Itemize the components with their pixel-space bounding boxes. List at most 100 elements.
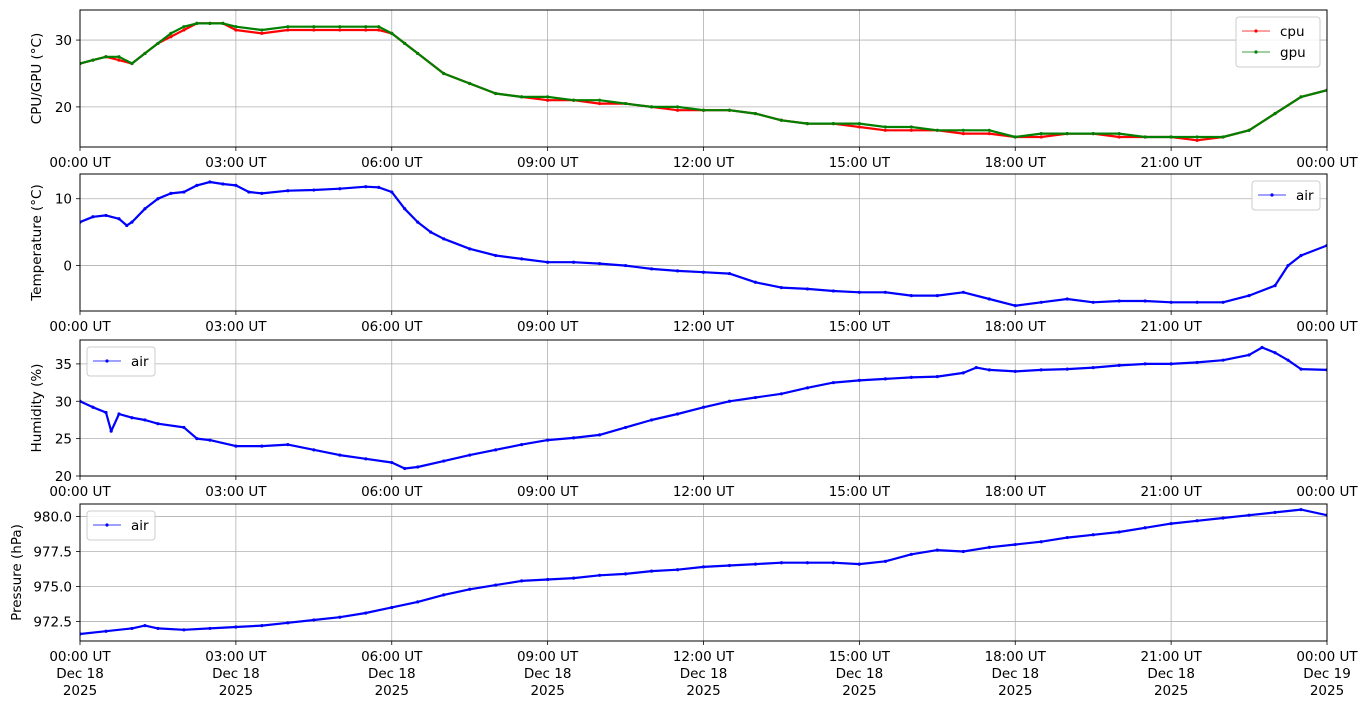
data-point-air xyxy=(442,459,446,463)
axes-frame xyxy=(79,173,1328,312)
legend: air xyxy=(86,510,156,541)
data-point-air xyxy=(117,412,121,416)
y-tick-label: 972.5 xyxy=(33,614,72,630)
legend-label-gpu: gpu xyxy=(1280,45,1306,61)
data-point-air xyxy=(130,220,134,224)
series-line-air xyxy=(80,346,1327,470)
x-tick-label: Dec 18 xyxy=(1147,666,1195,682)
x-tick-label: Dec 18 xyxy=(836,666,884,682)
x-tick-label: 00:00 UT xyxy=(1296,155,1358,171)
x-tick-label: 2025 xyxy=(63,683,97,699)
data-point-air xyxy=(779,392,784,396)
data-point-air xyxy=(1221,300,1225,304)
data-point-gpu xyxy=(987,128,991,132)
data-point-air xyxy=(125,223,129,228)
x-tick-label: 03:00 UT xyxy=(205,484,267,500)
data-point-gpu xyxy=(494,91,498,96)
legend-marker-cpu xyxy=(1254,29,1258,33)
x-tick-label: 00:00 UT xyxy=(49,319,111,335)
data-point-air xyxy=(520,579,524,583)
data-point-air xyxy=(1247,353,1251,357)
x-tick-label: 03:00 UT xyxy=(205,155,267,171)
data-point-air xyxy=(429,230,433,234)
data-point-air xyxy=(1065,367,1069,371)
data-point-air xyxy=(623,572,628,576)
legend-box xyxy=(1235,16,1321,68)
data-point-gpu xyxy=(364,25,368,29)
x-tick-label: 00:00 UT xyxy=(1296,649,1358,665)
data-point-air xyxy=(1143,362,1147,366)
x-tick-label: 00:00 UT xyxy=(49,484,111,500)
data-point-air xyxy=(1065,297,1069,301)
data-point-air xyxy=(494,253,498,258)
data-point-air xyxy=(1286,263,1290,268)
data-point-cpu xyxy=(364,28,368,32)
data-point-air xyxy=(623,425,628,430)
x-tick-label: 06:00 UT xyxy=(361,484,423,500)
x-tick-label: 2025 xyxy=(1310,683,1344,699)
x-tick-label: Dec 18 xyxy=(212,666,260,682)
data-point-air xyxy=(364,611,368,615)
y-axis-label: Temperature (°C) xyxy=(29,184,45,302)
data-point-gpu xyxy=(377,25,381,29)
data-point-air xyxy=(1247,294,1251,298)
legend: air xyxy=(1251,180,1321,211)
data-point-air xyxy=(1039,300,1043,304)
data-point-air xyxy=(1091,533,1095,537)
data-point-air xyxy=(286,621,290,625)
data-point-gpu xyxy=(1013,135,1017,139)
data-point-gpu xyxy=(623,101,628,106)
data-point-air xyxy=(727,563,732,568)
data-point-air xyxy=(974,366,978,370)
legend-marker-air xyxy=(105,523,109,527)
data-point-air xyxy=(260,624,264,628)
data-point-air xyxy=(364,185,368,189)
data-point-air xyxy=(909,375,913,379)
data-point-air xyxy=(1273,351,1277,355)
data-point-air xyxy=(1247,513,1251,517)
data-point-gpu xyxy=(130,61,134,66)
data-point-gpu xyxy=(909,125,913,129)
data-point-air xyxy=(1195,519,1199,523)
y-tick-label: 25 xyxy=(55,432,72,448)
data-point-gpu xyxy=(286,25,290,29)
legend-label-air: air xyxy=(131,354,149,370)
x-tick-label: 09:00 UT xyxy=(517,649,579,665)
data-point-cpu xyxy=(1195,138,1199,142)
x-tick-label: 2025 xyxy=(219,683,253,699)
data-point-gpu xyxy=(779,118,784,122)
data-point-gpu xyxy=(649,105,654,109)
x-tick-label: 03:00 UT xyxy=(205,319,267,335)
x-tick-label: Dec 18 xyxy=(524,666,572,682)
data-point-cpu xyxy=(1039,135,1043,139)
data-point-air xyxy=(1221,516,1225,520)
data-point-air xyxy=(831,289,835,293)
data-point-air xyxy=(494,448,498,452)
data-point-gpu xyxy=(597,98,602,102)
data-point-air xyxy=(1013,369,1017,373)
data-point-gpu xyxy=(1169,135,1173,139)
data-point-air xyxy=(130,416,134,420)
legend-box xyxy=(86,346,156,377)
x-tick-label: 00:00 UT xyxy=(49,649,111,665)
data-point-air xyxy=(221,182,225,186)
data-point-air xyxy=(597,261,602,266)
data-point-air xyxy=(779,561,784,565)
data-point-air xyxy=(857,378,861,382)
data-point-air xyxy=(182,190,186,194)
x-tick-label: 00:00 UT xyxy=(1296,484,1358,500)
x-tick-label: Dec 18 xyxy=(991,666,1039,682)
data-point-air xyxy=(208,438,212,442)
y-tick-label: 10 xyxy=(55,192,72,208)
legend-label-cpu: cpu xyxy=(1280,24,1305,40)
data-point-air xyxy=(195,183,199,187)
data-point-air xyxy=(753,280,758,284)
data-point-air xyxy=(390,190,394,194)
data-point-cpu xyxy=(286,28,290,32)
data-point-air xyxy=(935,548,939,552)
data-point-air xyxy=(156,422,160,426)
data-point-air xyxy=(234,444,238,448)
data-point-air xyxy=(1117,299,1121,303)
data-point-gpu xyxy=(883,125,887,129)
